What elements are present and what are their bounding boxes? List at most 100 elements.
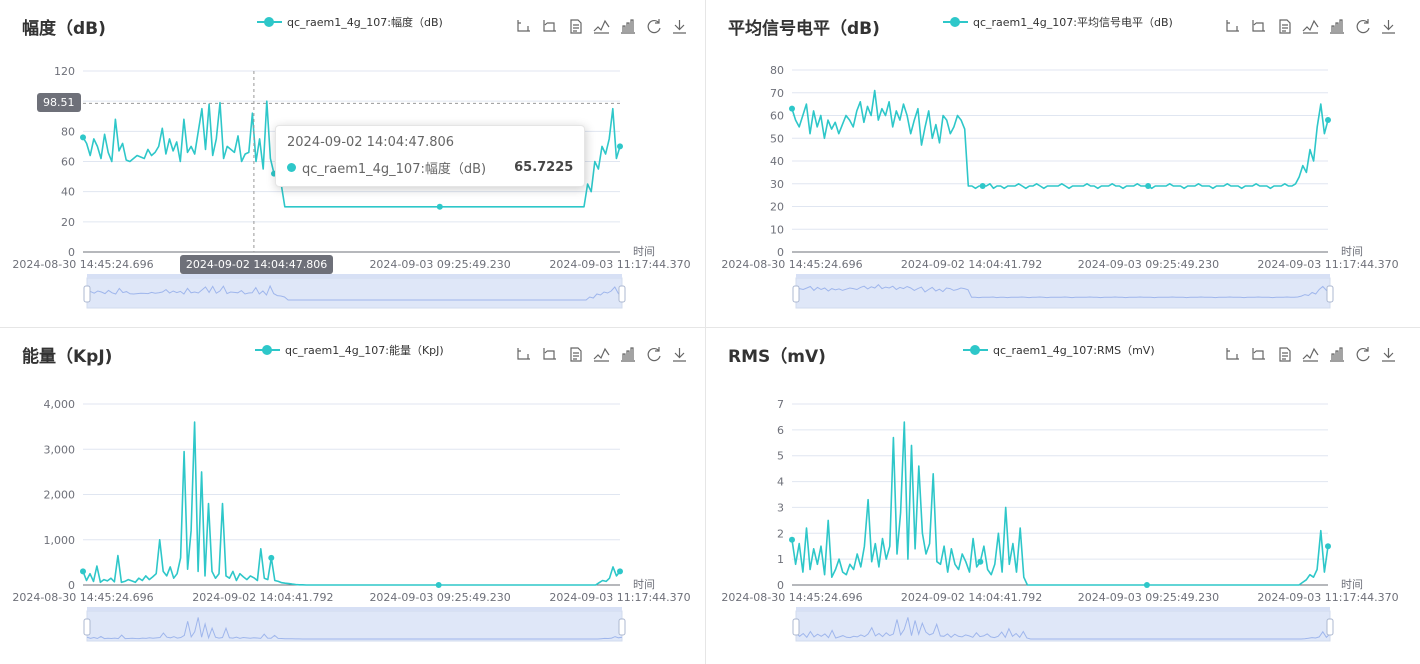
- series-line[interactable]: [82, 421, 621, 586]
- data-point[interactable]: [80, 568, 86, 575]
- series-line[interactable]: [791, 421, 1329, 586]
- datazoom-move-bar[interactable]: [796, 274, 1330, 278]
- restore-icon[interactable]: [1354, 18, 1371, 35]
- legend-line-icon: [255, 343, 280, 357]
- legend-item[interactable]: qc_raem1_4g_107:幅度（dB): [257, 14, 443, 30]
- legend-item[interactable]: qc_raem1_4g_107:平均信号电平（dB): [943, 14, 1173, 30]
- datazoom-move-bar[interactable]: [87, 607, 622, 611]
- zoom-reset-icon[interactable]: [1250, 346, 1267, 363]
- restore-icon[interactable]: [645, 18, 662, 35]
- datazoom-slider[interactable]: [795, 610, 1331, 642]
- line-chart-icon[interactable]: [593, 18, 610, 35]
- legend-line-icon: [943, 15, 968, 29]
- chart-canvas[interactable]: 0 1 2 3 4 5 6 7 时间 2024-08-30 14:45:24.696 2024-09…: [706, 328, 1420, 664]
- x-tick-label: 2024-09-03 11:17:44.370: [549, 258, 690, 271]
- datazoom-slider[interactable]: [86, 610, 623, 642]
- data-view-icon[interactable]: [1276, 18, 1293, 35]
- data-view-icon[interactable]: [567, 18, 584, 35]
- datazoom-slider[interactable]: [86, 277, 623, 309]
- datazoom-handle[interactable]: [618, 285, 626, 303]
- y-tick-label: 4,000: [44, 398, 76, 411]
- x-axis-name: 时间: [633, 578, 655, 591]
- data-point[interactable]: [977, 558, 984, 565]
- line-chart-icon[interactable]: [593, 346, 610, 363]
- chart-panel: 平均信号电平（dB) qc_raem1_4g_107:平均信号电平（dB) 0 10 2…: [706, 0, 1420, 327]
- crop-zoom-icon[interactable]: [1224, 18, 1241, 35]
- tooltip-value: 65.7225: [514, 160, 574, 175]
- crop-zoom-icon[interactable]: [515, 18, 532, 35]
- zoom-reset-icon[interactable]: [541, 346, 558, 363]
- y-tick-label: 0: [68, 246, 75, 259]
- datazoom-slider[interactable]: [795, 277, 1331, 309]
- legend-line-icon: [257, 15, 282, 29]
- data-point[interactable]: [1325, 117, 1331, 124]
- tooltip-series-name: qc_raem1_4g_107:幅度（dB): [302, 162, 487, 177]
- chart-panel: RMS（mV) qc_raem1_4g_107:RMS（mV) 0 1 2 3 4 5 6 7 时间…: [706, 328, 1420, 664]
- datazoom-handle[interactable]: [792, 285, 800, 303]
- datazoom-preview: [86, 617, 623, 640]
- line-chart-icon[interactable]: [1302, 18, 1319, 35]
- chart-canvas[interactable]: 0 1,000 2,000 3,000 4,000 时间 2024-08-30 14:45:…: [0, 328, 705, 664]
- chart-canvas[interactable]: 0 10 20 30 40 50 60 70 80 时间 2024-08-30 14:45:24.6…: [706, 0, 1420, 327]
- chart-panel: 幅度（dB)qc_raem1_4g_107:幅度（dB)020406080100…: [0, 0, 705, 327]
- datazoom-handle[interactable]: [1326, 618, 1334, 636]
- bar-chart-icon[interactable]: [1328, 346, 1345, 363]
- data-point[interactable]: [80, 134, 86, 141]
- restore-icon[interactable]: [1354, 346, 1371, 363]
- toolbox: [515, 18, 688, 35]
- y-tick-label: 0: [777, 579, 784, 592]
- data-point[interactable]: [617, 143, 623, 150]
- y-tick-label: 10: [770, 223, 784, 236]
- y-tick-label: 1,000: [44, 534, 76, 547]
- datazoom-handle[interactable]: [83, 618, 91, 636]
- data-view-icon[interactable]: [567, 346, 584, 363]
- data-point[interactable]: [617, 568, 623, 575]
- x-tick-label: 2024-09-03 09:25:49.230: [1078, 258, 1219, 271]
- download-icon[interactable]: [1380, 346, 1397, 363]
- crop-zoom-icon[interactable]: [515, 346, 532, 363]
- legend-item[interactable]: qc_raem1_4g_107:RMS（mV): [963, 342, 1155, 358]
- data-point[interactable]: [979, 183, 986, 190]
- datazoom-handle[interactable]: [618, 618, 626, 636]
- data-point[interactable]: [268, 554, 275, 561]
- y-tick-label: 0: [777, 246, 784, 259]
- bar-chart-icon[interactable]: [1328, 18, 1345, 35]
- x-tick-label: 2024-08-30 14:45:24.696: [12, 258, 153, 271]
- data-point[interactable]: [435, 582, 442, 588]
- datazoom-move-bar[interactable]: [87, 274, 622, 278]
- series-line[interactable]: [82, 100, 621, 208]
- data-point[interactable]: [1325, 543, 1331, 550]
- tooltip-row: qc_raem1_4g_107:幅度（dB) 65.7225: [287, 158, 573, 177]
- datazoom-handle[interactable]: [792, 618, 800, 636]
- crop-zoom-icon[interactable]: [1224, 346, 1241, 363]
- zoom-reset-icon[interactable]: [1250, 18, 1267, 35]
- data-view-icon[interactable]: [1276, 346, 1293, 363]
- x-tick-label: 2024-09-02 14:04:41.792: [192, 591, 333, 604]
- chart-canvas[interactable]: 020406080100120时间2024-08-30 14:45:24.696…: [0, 0, 705, 327]
- data-point[interactable]: [789, 536, 795, 543]
- series-dot-icon: [287, 163, 296, 172]
- y-tick-label: 5: [777, 450, 784, 463]
- datazoom-move-bar[interactable]: [796, 607, 1330, 611]
- line-chart-icon[interactable]: [1302, 346, 1319, 363]
- download-icon[interactable]: [671, 18, 688, 35]
- data-point[interactable]: [1145, 183, 1152, 190]
- datazoom-handle[interactable]: [1326, 285, 1334, 303]
- restore-icon[interactable]: [645, 346, 662, 363]
- bar-chart-icon[interactable]: [619, 346, 636, 363]
- download-icon[interactable]: [671, 346, 688, 363]
- data-point[interactable]: [789, 105, 795, 112]
- y-tick-label: 2,000: [44, 489, 76, 502]
- zoom-reset-icon[interactable]: [541, 18, 558, 35]
- datazoom-handle[interactable]: [83, 285, 91, 303]
- chart-title: 平均信号电平（dB): [728, 19, 880, 39]
- toolbox: [1224, 346, 1397, 363]
- data-point[interactable]: [436, 203, 443, 210]
- x-tick-label: 2024-09-03 09:25:49.230: [369, 258, 510, 271]
- toolbox: [515, 346, 688, 363]
- download-icon[interactable]: [1380, 18, 1397, 35]
- bar-chart-icon[interactable]: [619, 18, 636, 35]
- series-line[interactable]: [791, 89, 1329, 190]
- data-point[interactable]: [1143, 582, 1150, 588]
- legend-item[interactable]: qc_raem1_4g_107:能量（KpJ): [255, 342, 444, 358]
